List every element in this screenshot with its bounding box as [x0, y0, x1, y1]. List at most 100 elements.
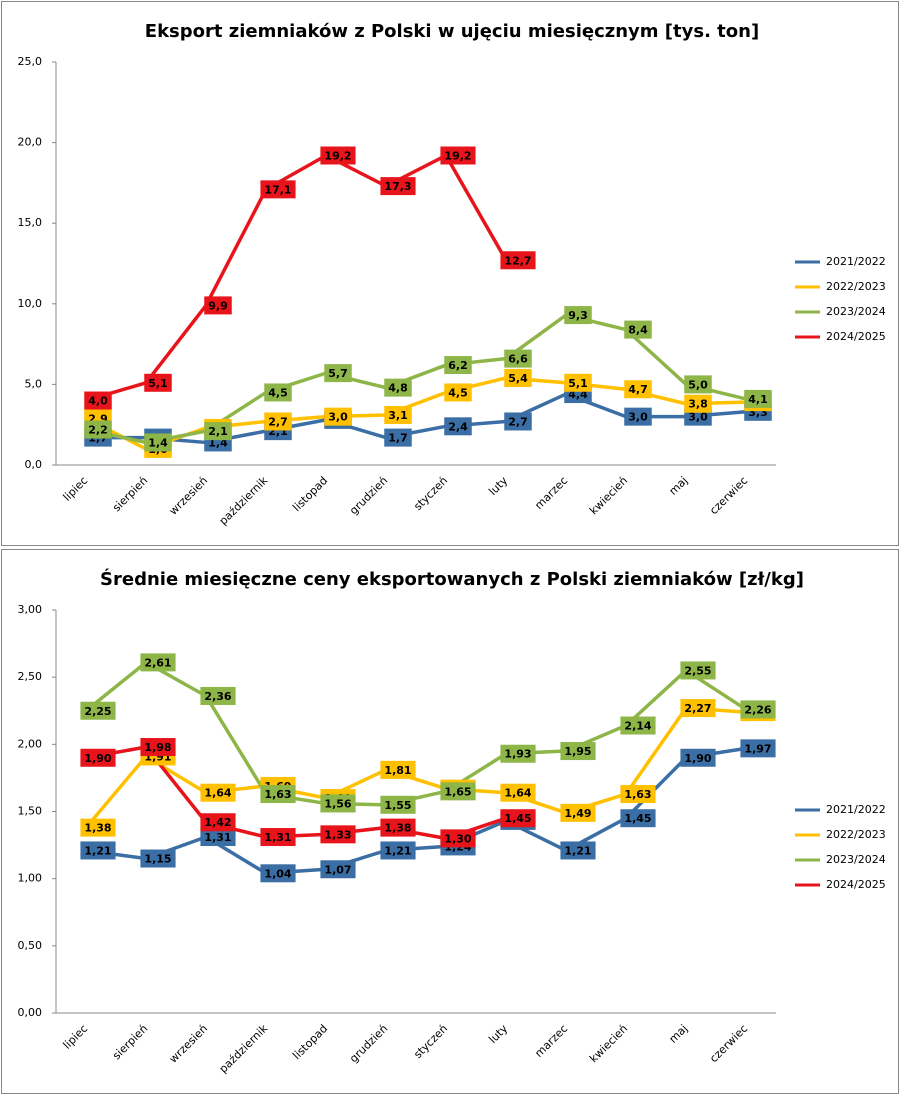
value-label: 19,2	[440, 146, 476, 165]
value-label: 1,64	[500, 783, 536, 802]
series-line	[85, 313, 747, 445]
label-box	[684, 375, 712, 394]
x-tick-label: czerwiec	[707, 1022, 750, 1065]
data-label: 9,9	[208, 299, 228, 312]
legend-label: 2023/2024	[826, 305, 886, 318]
value-label: 2,1	[204, 422, 232, 441]
value-label: 2,26	[740, 700, 776, 719]
value-label: 1,90	[680, 748, 716, 767]
data-label: 4,0	[88, 395, 108, 408]
value-label: 1,4	[144, 433, 172, 452]
data-label: 3,8	[688, 398, 708, 411]
data-label: 2,2	[88, 424, 108, 437]
data-label: 5,4	[508, 372, 528, 385]
label-box	[564, 306, 592, 325]
data-label: 2,26	[744, 703, 771, 716]
label-box	[380, 841, 416, 860]
value-label: 2,7	[264, 412, 292, 431]
data-label: 17,3	[384, 180, 411, 193]
y-tick-label: 3,00	[18, 603, 43, 616]
label-box	[80, 701, 116, 720]
label-box	[324, 364, 352, 383]
value-label: 1,42	[200, 813, 236, 832]
label-box	[320, 860, 356, 879]
value-label: 1,07	[320, 860, 356, 879]
x-tick-label: marzec	[532, 474, 570, 512]
label-box	[260, 864, 296, 883]
label-box	[324, 407, 352, 426]
data-label: 2,36	[204, 690, 231, 703]
x-tick-label: lipiec	[61, 1022, 91, 1052]
value-label: 1,63	[260, 785, 296, 804]
data-label: 3,0	[328, 411, 348, 424]
label-box	[80, 841, 116, 860]
y-tick-label: 2,50	[18, 670, 43, 683]
data-label: 1,95	[564, 745, 591, 758]
series-line	[84, 660, 747, 807]
data-label: 4,1	[748, 393, 768, 406]
data-label: 5,7	[328, 367, 348, 380]
data-label: 3,1	[388, 409, 408, 422]
data-label: 1,21	[564, 844, 591, 857]
data-label: 1,07	[324, 863, 351, 876]
label-box	[260, 828, 296, 847]
data-label: 2,7	[508, 415, 528, 428]
label-box	[500, 744, 536, 763]
x-tick-label: luty	[486, 1022, 510, 1046]
y-tick-label: 2,00	[18, 737, 43, 750]
label-box	[80, 818, 116, 837]
data-label: 9,3	[568, 309, 588, 322]
value-label: 4,8	[384, 378, 412, 397]
value-label: 1,31	[260, 828, 296, 847]
data-label: 1,97	[744, 742, 771, 755]
label-box	[200, 783, 236, 802]
value-label: 2,2	[84, 420, 112, 439]
value-label: 1,64	[200, 783, 236, 802]
value-label: 9,3	[564, 306, 592, 325]
x-tick-label: listopad	[290, 474, 330, 514]
data-label: 8,4	[628, 324, 648, 337]
value-label: 17,3	[380, 177, 416, 196]
value-label: 1,21	[560, 841, 596, 860]
label-box	[500, 783, 536, 802]
value-label: 1,45	[620, 809, 656, 828]
data-label: 2,1	[208, 425, 228, 438]
value-label: 1,90	[80, 748, 116, 767]
value-label: 4,5	[264, 383, 292, 402]
label-box	[380, 795, 416, 814]
label-box	[680, 661, 716, 680]
data-label: 2,25	[84, 705, 111, 718]
value-label: 4,1	[744, 389, 772, 408]
label-box	[500, 251, 536, 270]
value-label: 1,56	[320, 794, 356, 813]
x-tick-label: grudzień	[347, 474, 390, 517]
data-label: 1,15	[144, 853, 171, 866]
value-label: 19,2	[320, 146, 356, 165]
data-label: 2,55	[684, 664, 711, 677]
label-box	[684, 394, 712, 413]
data-label: 6,6	[508, 353, 528, 366]
value-label: 2,4	[444, 417, 472, 436]
value-label: 3,8	[684, 394, 712, 413]
chart-box: Eksport ziemniaków z Polski w ujęciu mie…	[1, 1, 899, 546]
value-label: 12,7	[500, 251, 536, 270]
value-label: 17,1	[260, 180, 296, 199]
label-box	[380, 177, 416, 196]
value-label: 5,1	[564, 373, 592, 392]
x-tick-label: luty	[486, 474, 510, 498]
value-label: 2,61	[140, 653, 176, 672]
data-label: 17,1	[264, 183, 291, 196]
x-tick-label: październik	[217, 1022, 271, 1076]
x-tick-label: listopad	[290, 1022, 330, 1062]
data-label: 1,4	[148, 436, 168, 449]
label-box	[560, 841, 596, 860]
value-label: 5,4	[504, 368, 532, 387]
value-label: 2,14	[620, 716, 656, 735]
value-label: 1,30	[440, 829, 476, 848]
value-label: 4,7	[624, 380, 652, 399]
data-label: 1,63	[624, 788, 651, 801]
y-tick-label: 25,0	[18, 55, 43, 68]
value-label: 2,7	[504, 412, 532, 431]
data-label: 1,64	[504, 787, 531, 800]
